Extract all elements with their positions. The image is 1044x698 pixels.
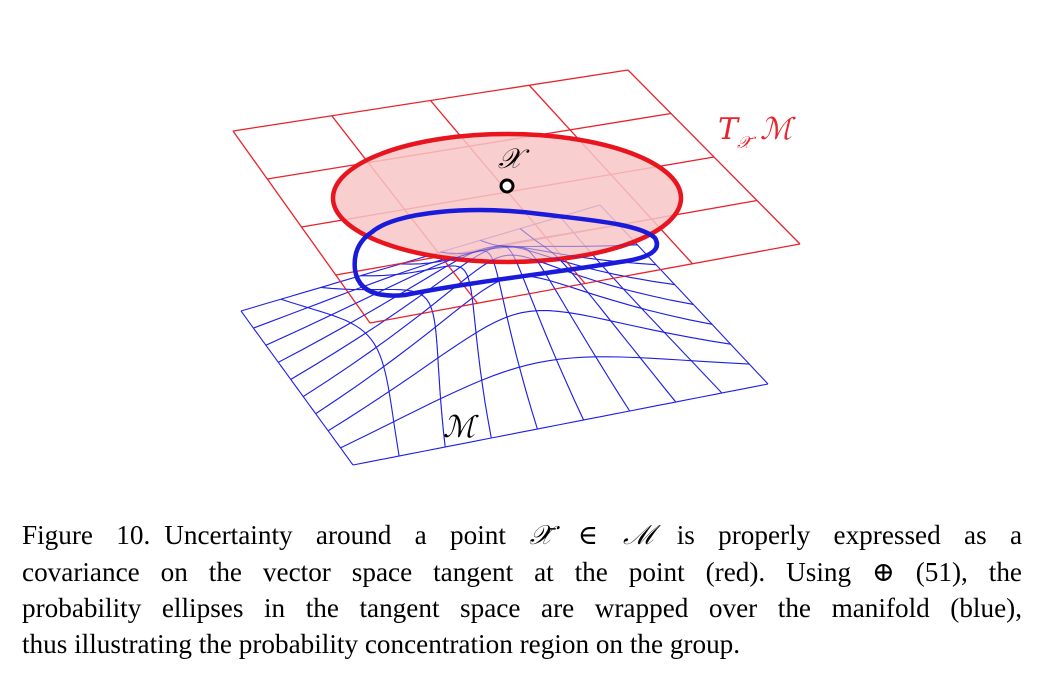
manifold-label: ℳ <box>443 410 479 445</box>
manifold-tangent-space-figure: 𝒳 T 𝒳̄ ℳ ℳ <box>232 69 801 466</box>
manifold-mesh-line-through-ellipse <box>278 245 657 363</box>
caption-line-4: thus illustrating the probability concen… <box>22 629 741 659</box>
manifold-mesh-front <box>265 228 731 448</box>
manifold-mesh-line <box>280 298 400 457</box>
caption-line-3: probability ellipses in the tangent spac… <box>22 593 1022 623</box>
caption-line-2: covariance on the vector space tangent a… <box>22 557 1022 587</box>
manifold-mesh-line-through-ellipse <box>302 254 694 398</box>
tangent-grid-line <box>369 243 801 324</box>
wrapped-probability-region <box>352 207 659 298</box>
svg-text:ℳ: ℳ <box>760 112 796 147</box>
svg-text:𝒳̄: 𝒳̄ <box>737 133 757 153</box>
figure-caption: Figure 10. Uncertainty around a point 𝒳̄ … <box>22 517 1022 662</box>
manifold-mesh-line <box>327 310 731 432</box>
manifold-mesh-line-through-ellipse <box>327 310 731 432</box>
point-x-marker <box>499 178 515 194</box>
manifold-mesh-line <box>360 265 492 439</box>
tangent-space-label: T 𝒳̄ ℳ <box>718 112 796 153</box>
manifold-mesh-line-through-ellipse <box>440 245 585 421</box>
covariance-ellipse <box>330 131 684 265</box>
svg-text:T: T <box>718 112 740 147</box>
manifold-mesh-line-through-ellipse <box>400 250 538 430</box>
manifold-mesh-line-through-ellipse <box>360 265 492 439</box>
manifold-mesh-line <box>352 383 769 466</box>
caption-line-1: Figure 10. Uncertainty around a point 𝒳̄ … <box>22 520 1023 551</box>
manifold-mesh-line-through-ellipse <box>480 239 631 412</box>
manifold-mesh-line-through-ellipse <box>519 228 677 403</box>
manifold-mesh-line <box>240 310 354 466</box>
caption-math-symbol: 𝒳̄ ∈ ℳ <box>529 520 654 551</box>
manifold-mesh-line-through-ellipse <box>265 244 638 346</box>
manifold-mesh-line <box>340 356 750 449</box>
tangent-grid-line <box>232 69 629 132</box>
